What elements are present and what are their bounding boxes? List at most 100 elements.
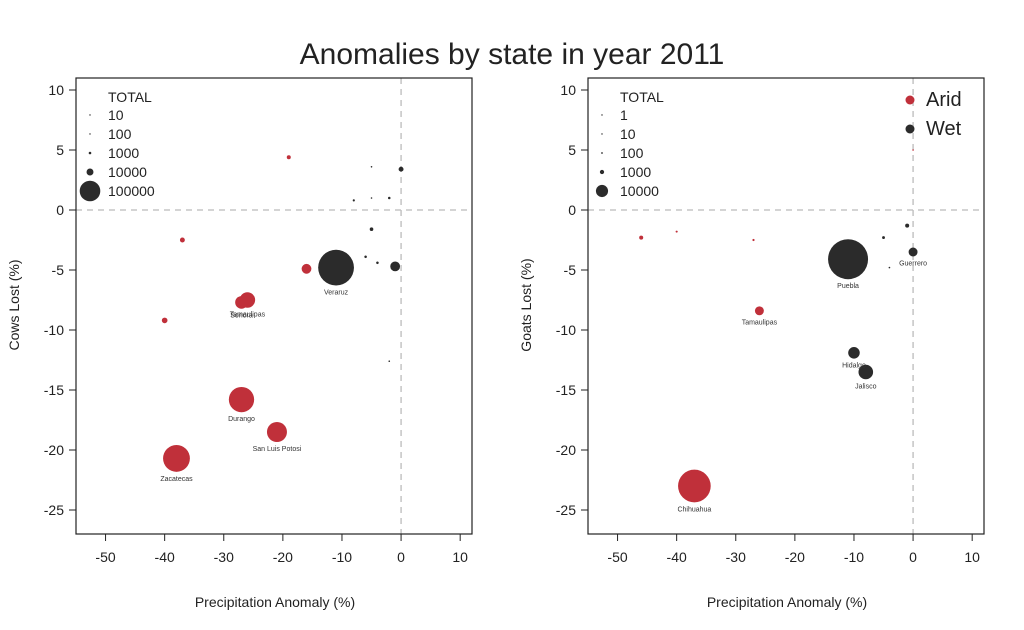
chart-1-size-legend-marker [601, 114, 603, 116]
chart-1-point-wet [908, 247, 918, 257]
x-axis-label: Precipitation Anomaly (%) [707, 594, 867, 610]
chart-0-point-arid [235, 296, 248, 309]
chart-0-size-legend-marker [88, 151, 92, 155]
chart-0-x-tick-label: 0 [397, 549, 405, 565]
chart-0-point-wet [390, 261, 401, 272]
chart-0-point-label: Zacatecas [160, 476, 193, 483]
chart-1-size-legend-marker [595, 184, 609, 198]
chart-1-y-tick-label: -15 [556, 382, 576, 398]
chart-1-plot-frame [587, 77, 985, 535]
chart-0-x-tick-label: -10 [332, 549, 352, 565]
chart-0-size-legend-label: 1000 [108, 145, 139, 161]
chart-0-point-label: Tamaulipas [230, 312, 266, 319]
x-axis-label: Precipitation Anomaly (%) [195, 594, 355, 610]
chart-0-point-wet [376, 261, 379, 265]
chart-0-plot-frame [75, 77, 473, 535]
chart-1-point-wet [858, 364, 874, 380]
chart-0-x-tick-label: -50 [95, 549, 115, 565]
chart-1-x-tick-label: -30 [726, 549, 746, 565]
chart-title: Anomalies by state in year 2011 [300, 38, 725, 71]
chart-1-point-arid [678, 469, 711, 503]
chart-0-point-arid [301, 263, 312, 274]
chart-0-point-wet [318, 249, 354, 286]
chart-1-point-label: Chihuahua [677, 506, 711, 513]
chart-0-point-label: San Luis Potosi [253, 446, 302, 453]
chart-1-size-legend-marker [599, 169, 605, 175]
chart-0-size-legend-marker [89, 133, 91, 135]
chart-1-y-tick-label: -10 [556, 322, 576, 338]
chart-1-y-tick-label: -5 [564, 262, 577, 278]
chart-1-y-tick-label: 0 [568, 202, 576, 218]
chart-1-size-legend-label: 1000 [620, 164, 651, 180]
chart-1-point-wet [888, 266, 891, 269]
chart-1-point-arid [639, 235, 644, 240]
chart-1-size-legend-marker [601, 133, 603, 135]
chart-1-size-legend-label: 1 [620, 107, 628, 123]
chart-1-point-arid [754, 306, 764, 316]
chart-0-y-tick-label: 10 [48, 82, 64, 98]
y-axis-label: Goats Lost (%) [518, 258, 534, 351]
chart-1-x-tick-label: 10 [964, 549, 980, 565]
chart-1-point-label: Jalisco [855, 383, 877, 390]
chart-0-x-tick-label: -30 [214, 549, 234, 565]
cows-lost-panel: Precipitation Anomaly (%) Cows Lost (%) … [6, 77, 473, 610]
chart-1-point-wet [848, 347, 860, 359]
chart-1-x-tick-label: 0 [909, 549, 917, 565]
chart-0-x-tick-label: -20 [273, 549, 293, 565]
chart-0-size-legend-marker [79, 180, 101, 202]
chart-1-y-tick-label: 10 [560, 82, 576, 98]
y-axis-label: Cows Lost (%) [6, 259, 22, 350]
chart-1-point-arid [912, 149, 914, 151]
chart-1-size-legend-label: 100 [620, 145, 644, 161]
chart-1-size-legend-label: 10000 [620, 183, 659, 199]
chart-0-y-tick-label: -15 [44, 382, 64, 398]
chart-1-category-legend-label: Wet [926, 118, 962, 140]
chart-0-size-legend-marker [89, 114, 91, 116]
chart-0-size-legend-title: TOTAL [108, 89, 152, 105]
chart-0-y-tick-label: 5 [56, 142, 64, 158]
chart-0-point-wet [387, 196, 391, 200]
chart-1-x-tick-label: -40 [667, 549, 687, 565]
chart-1-point-wet [828, 239, 869, 280]
chart-0-point-wet [369, 227, 374, 231]
chart-0-x-tick-label: -40 [155, 549, 175, 565]
chart-1-x-tick-label: -50 [607, 549, 627, 565]
chart-0-point-wet [398, 166, 404, 172]
chart-1-size-legend-title: TOTAL [620, 89, 664, 105]
chart-1-category-legend-label: Arid [926, 89, 962, 111]
chart-0-point-wet [388, 360, 391, 363]
chart-0-point-arid [228, 386, 255, 413]
chart-0-point-arid [266, 422, 287, 442]
chart-0-point-arid [286, 155, 291, 160]
chart-0-point-wet [364, 255, 367, 259]
chart-0-size-legend-label: 100000 [108, 183, 155, 199]
chart-0-point-label: Durango [228, 416, 255, 423]
chart-0-y-tick-label: -10 [44, 322, 64, 338]
chart-0-point-arid [163, 444, 190, 472]
chart-1-x-tick-label: -10 [844, 549, 864, 565]
chart-1-y-tick-label: -25 [556, 502, 576, 518]
chart-0-point-arid [161, 317, 168, 324]
chart-1-point-wet [882, 236, 885, 240]
chart-0-size-legend-marker [86, 168, 94, 176]
chart-1-category-legend-marker [905, 95, 915, 105]
chart-0-x-tick-label: 10 [452, 549, 468, 565]
chart-0-point-wet [370, 166, 373, 168]
chart-1-point-wet [905, 223, 910, 228]
chart-1-category-legend-marker [905, 124, 915, 134]
chart-1-y-tick-label: -20 [556, 442, 576, 458]
chart-0-size-legend-label: 10 [108, 107, 124, 123]
chart-0-y-tick-label: -20 [44, 442, 64, 458]
chart-1-x-tick-label: -20 [785, 549, 805, 565]
chart-0-y-tick-label: 0 [56, 202, 64, 218]
chart-1-point-label: Tamaulipas [742, 319, 778, 326]
chart-0-point-arid [179, 237, 185, 243]
chart-1-point-arid [752, 238, 755, 242]
chart-0-y-tick-label: -25 [44, 502, 64, 518]
chart-0-size-legend-label: 100 [108, 126, 132, 142]
chart-1-point-label: Hidalgo [842, 363, 866, 370]
chart-0-point-wet [370, 197, 373, 199]
chart-1-point-label: Guerrero [899, 260, 927, 267]
chart-1-size-legend-label: 10 [620, 126, 636, 142]
